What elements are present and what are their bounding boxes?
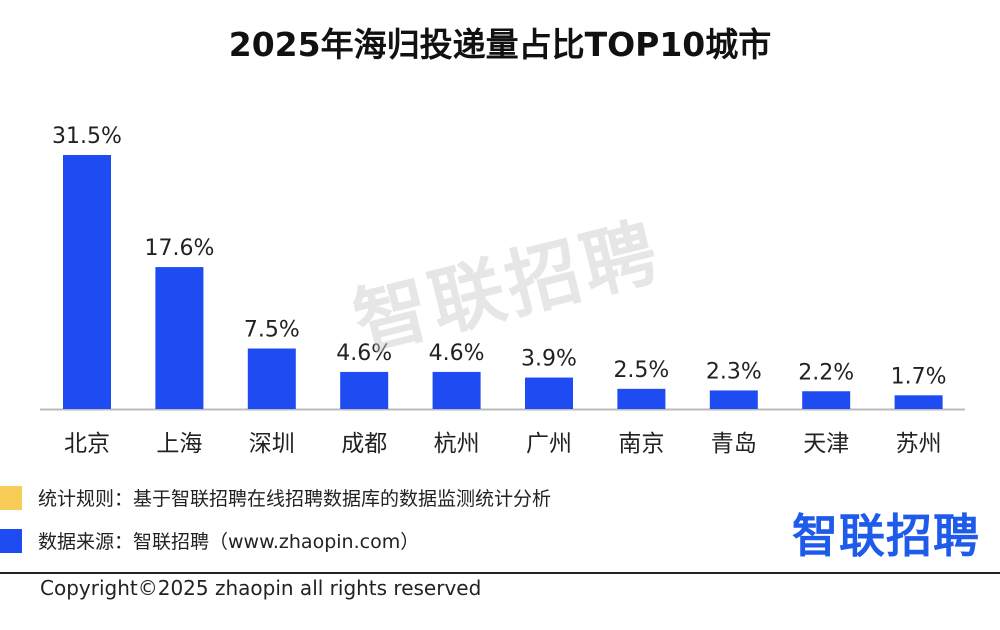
category-label: 青岛: [711, 431, 757, 457]
bar-天津: [802, 391, 851, 409]
category-label: 杭州: [434, 431, 480, 457]
bar-杭州: [432, 371, 481, 409]
bar-深圳: [247, 348, 296, 409]
category-label: 深圳: [249, 431, 295, 457]
category-label: 广州: [526, 431, 572, 457]
category-label: 北京: [64, 431, 110, 457]
bar-青岛: [709, 390, 758, 409]
category-label: 南京: [618, 431, 664, 457]
bar-广州: [525, 377, 573, 409]
footer-divider: [0, 572, 1000, 574]
bar-上海: [155, 267, 204, 409]
data-label: 7.5%: [244, 318, 300, 343]
category-label: 上海: [156, 431, 202, 457]
data-label: 17.6%: [144, 236, 214, 261]
data-label: 4.6%: [336, 341, 392, 366]
data-label: 2.2%: [798, 360, 854, 385]
footnote-source: 数据来源：智联招聘（www.zhaopin.com）: [0, 527, 419, 554]
category-label: 苏州: [896, 431, 942, 457]
zhaopin-logo: 智联招聘: [792, 509, 980, 563]
footnote-rule: 统计规则：基于智联招聘在线招聘数据库的数据监测统计分析: [0, 484, 551, 511]
bar-南京: [617, 388, 666, 409]
copyright-text: Copyright©2025 zhaopin all rights reserv…: [40, 576, 482, 600]
data-label: 31.5%: [52, 124, 122, 149]
rule-swatch: [0, 485, 22, 510]
footnote-rule-text: 统计规则：基于智联招聘在线招聘数据库的数据监测统计分析: [38, 488, 552, 510]
bar-chart: 31.5% 北京 17.6% 上海 7.5% 深圳 4.6% 成都 4.6% 杭州 3.9% 广州 2.…: [40, 124, 965, 457]
data-label: 2.5%: [613, 358, 669, 383]
data-label: 3.9%: [521, 347, 577, 372]
bar-苏州: [894, 395, 943, 409]
category-label: 天津: [803, 431, 849, 457]
footnote-source-text: 数据来源：智联招聘（www.zhaopin.com）: [38, 531, 420, 553]
source-swatch: [0, 528, 22, 553]
data-label: 1.7%: [891, 364, 947, 389]
category-label: 成都: [341, 431, 387, 457]
data-label: 4.6%: [429, 341, 485, 366]
chart-title: 2025年海归投递量占比TOP10城市: [228, 25, 772, 64]
bar-北京: [63, 155, 111, 409]
bar-成都: [340, 371, 389, 409]
data-label: 2.3%: [706, 359, 762, 384]
